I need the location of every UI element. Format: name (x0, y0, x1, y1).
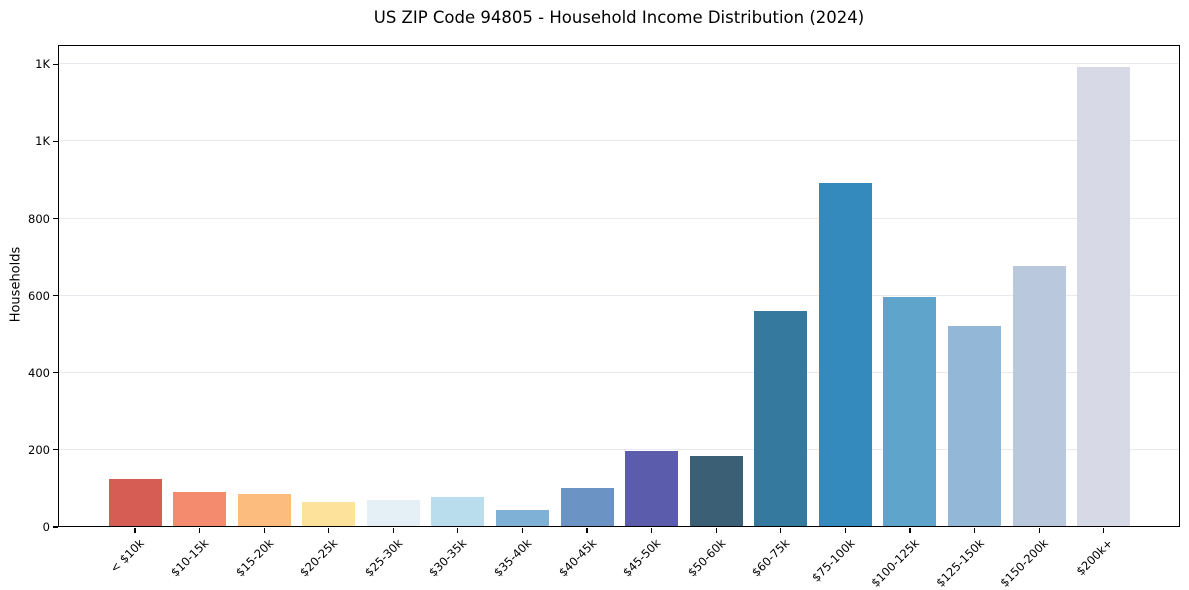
y-tick-label: 0 (42, 520, 50, 534)
gridline-y1000 (58, 140, 1180, 142)
x-tick-mark (521, 528, 524, 533)
gridline-y200 (58, 448, 1180, 450)
x-tick-mark (198, 528, 201, 533)
gridline-y400 (58, 371, 1180, 373)
x-tick-mark (328, 528, 330, 533)
x-tick-mark (715, 528, 717, 533)
x-tick-mark (1103, 528, 1105, 533)
x-tick-mark (457, 528, 459, 533)
y-tick-mark (53, 140, 58, 142)
bar-8 (560, 488, 614, 527)
bar-6 (431, 496, 485, 527)
chart-title: US ZIP Code 94805 - Household Income Dis… (373, 8, 865, 27)
gridline-y600 (58, 294, 1180, 296)
x-tick-mark (1038, 528, 1040, 533)
bar-3 (237, 494, 291, 527)
y-tick-mark (53, 449, 58, 451)
x-tick-mark (973, 528, 976, 533)
y-tick-mark (53, 295, 58, 297)
bar-14 (948, 326, 1002, 527)
bar-1 (108, 478, 162, 527)
x-tick-mark (392, 528, 394, 533)
bar-4 (302, 501, 356, 527)
x-tick-mark (134, 528, 136, 533)
y-tick-label: 1K (35, 57, 50, 72)
bar-13 (883, 296, 937, 527)
bar-11 (754, 311, 808, 527)
y-tick-mark (53, 63, 58, 65)
x-tick-mark (909, 528, 911, 533)
gridline-y800 (58, 217, 1180, 219)
x-tick-mark (844, 528, 846, 533)
bar-2 (173, 491, 227, 527)
bar-9 (625, 451, 679, 527)
plot-area (58, 45, 1180, 527)
x-tick-mark (780, 528, 782, 533)
y-axis-label: Households (8, 246, 24, 323)
y-tick-label: 200 (28, 442, 50, 457)
bar-5 (366, 499, 420, 527)
bar-16 (1077, 66, 1131, 527)
bar-15 (1012, 265, 1066, 527)
x-tick-mark (651, 528, 653, 533)
y-tick-mark (53, 372, 58, 374)
bar-7 (495, 510, 549, 527)
y-tick-mark (53, 526, 58, 528)
gridline-y1200 (58, 63, 1180, 65)
x-tick-mark (263, 528, 265, 533)
x-tick-mark (586, 528, 588, 533)
y-tick-label: 600 (28, 288, 50, 303)
bar-10 (689, 455, 743, 527)
x-tick-label-text: $200k+ (1073, 536, 1116, 579)
y-tick-mark (53, 217, 58, 220)
y-tick-label: 1K (35, 134, 50, 149)
x-tick-label: $200k+ (976, 536, 1115, 578)
y-tick-label: 400 (28, 365, 50, 380)
y-tick-label: 800 (28, 211, 50, 226)
bar-12 (818, 182, 872, 527)
